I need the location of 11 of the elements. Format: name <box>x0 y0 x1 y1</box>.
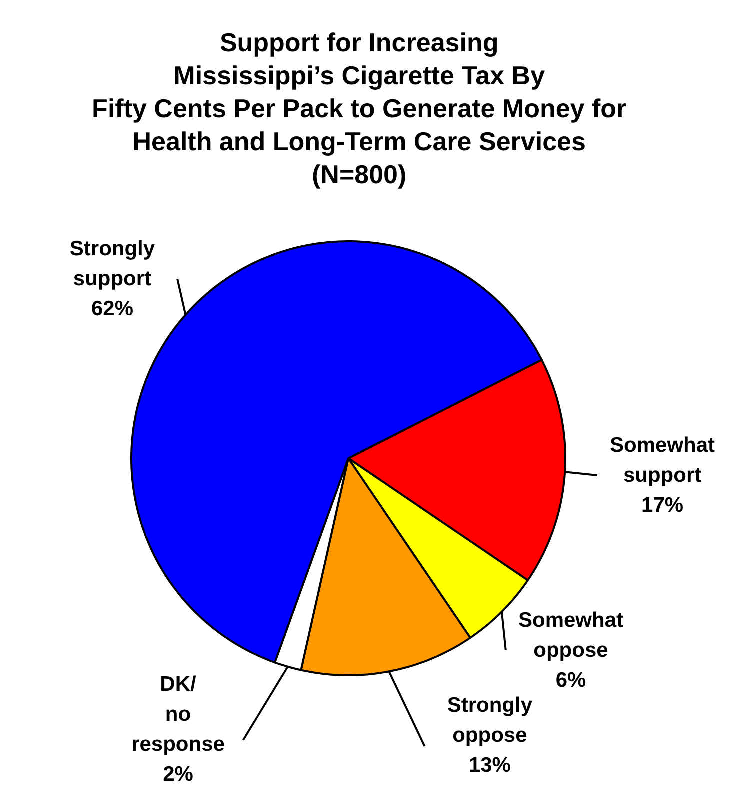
data-label: 2% <box>163 762 194 786</box>
slice-label: Somewhat support <box>610 434 716 488</box>
data-label: 6% <box>556 668 586 692</box>
data-label: 17% <box>642 494 684 518</box>
slice-label: Strongly support <box>70 238 156 291</box>
slice-label: Somewhat oppose <box>518 608 624 662</box>
data-label: 13% <box>468 754 512 778</box>
slice-label: DK/ no response <box>132 672 225 756</box>
chart-title: Support for Increasing Mississippi’s Cigarette Tax By Fifty Cents Per Pack to Generate Money for Health and Long-Term Care Services (N=800) <box>92 28 627 190</box>
data-label: 62% <box>91 298 134 321</box>
slice-label: Strongly oppose <box>447 694 533 748</box>
